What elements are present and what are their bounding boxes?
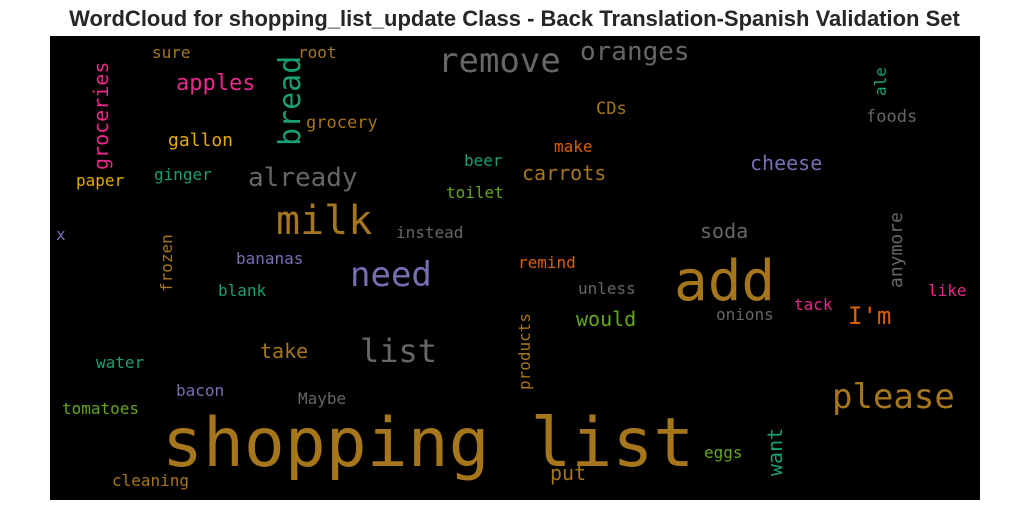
word-shopping-list: shopping list [162, 404, 694, 483]
word-add: add [674, 249, 775, 314]
word-soda: soda [700, 219, 748, 243]
word-unless: unless [578, 279, 636, 298]
word-remind: remind [518, 253, 576, 272]
word-groceries: groceries [89, 62, 113, 170]
word-products: products [515, 313, 534, 390]
word-tack: tack [794, 295, 833, 314]
word-x: x [56, 225, 66, 244]
word-tomatoes: tomatoes [62, 399, 139, 418]
word-i-m: I'm [848, 302, 891, 330]
word-cheese: cheese [750, 151, 822, 175]
word-milk: milk [276, 198, 372, 244]
word-carrots: carrots [522, 161, 606, 185]
word-paper: paper [76, 171, 125, 190]
word-like: like [928, 281, 967, 300]
word-foods: foods [866, 107, 917, 127]
word-gallon: gallon [168, 130, 233, 151]
word-eggs: eggs [704, 443, 743, 462]
word-sure: sure [152, 43, 191, 62]
word-take: take [260, 339, 308, 363]
word-already: already [248, 163, 358, 193]
word-would: would [576, 307, 636, 331]
word-beer: beer [464, 151, 503, 170]
word-bread: bread [273, 56, 308, 146]
word-list: list [360, 332, 437, 370]
word-put: put [550, 461, 586, 485]
wordcloud-canvas: shopping list add milk remove need please list… [50, 36, 980, 500]
word-apples: apples [176, 71, 255, 96]
word-please: please [832, 377, 955, 417]
word-ginger: ginger [154, 165, 212, 184]
word-bananas: bananas [236, 249, 303, 268]
word-instead: instead [396, 223, 463, 242]
word-water: water [96, 353, 145, 372]
word-maybe: Maybe [298, 389, 346, 408]
word-root: root [298, 43, 337, 62]
word-grocery: grocery [306, 113, 378, 133]
word-cds: CDs [596, 99, 627, 119]
word-toilet: toilet [446, 183, 504, 202]
word-cleaning: cleaning [112, 471, 189, 490]
word-make: make [554, 137, 593, 156]
word-want: want [763, 428, 787, 476]
word-need: need [350, 255, 432, 295]
word-blank: blank [218, 281, 267, 300]
word-bacon: bacon [176, 381, 224, 400]
chart-title: WordCloud for shopping_list_update Class… [69, 6, 960, 31]
word-anymore: anymore [886, 212, 907, 288]
word-oranges: oranges [580, 37, 690, 67]
word-onions: onions [716, 305, 774, 324]
word-remove: remove [438, 41, 561, 81]
word-frozen: frozen [157, 234, 176, 292]
wordcloud-svg: shopping list add milk remove need please list… [56, 37, 967, 490]
word-ale: ale [871, 67, 890, 96]
